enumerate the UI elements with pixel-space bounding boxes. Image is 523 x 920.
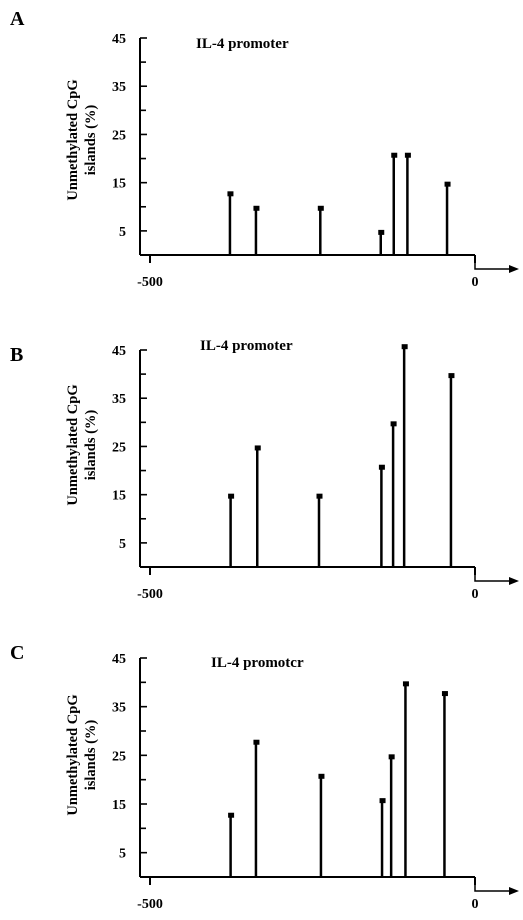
y-tick-label: 25 (112, 749, 126, 764)
y-tick-label: 45 (112, 652, 126, 667)
panel-c: C IL-4 promotcr Unmethylated CpG islands… (0, 620, 523, 920)
bar-cap (253, 205, 260, 211)
y-tick-label: 5 (119, 225, 126, 240)
bar-cap (441, 691, 448, 697)
bar-cap (401, 344, 408, 350)
bar-cap (388, 754, 395, 760)
x-tick-label: -500 (137, 275, 163, 290)
y-tick-label: 45 (112, 32, 126, 47)
y-tick-label: 35 (112, 392, 126, 407)
panel-a: A IL-4 promoter Unmethylated CpG islands… (0, 0, 523, 300)
x-axis-arrow (474, 255, 513, 270)
chart-a: 45 35 25 15 5 -500 0 (112, 32, 519, 290)
arrow-head (509, 887, 519, 895)
bar-cap (227, 191, 234, 197)
bar-cap (316, 493, 323, 499)
bar-cap (379, 798, 386, 804)
promoter-label: IL-4 promoter (196, 36, 289, 52)
bar-cap (391, 152, 398, 158)
bar-cap (402, 681, 409, 687)
promoter-label: IL-4 promoter (200, 338, 293, 354)
bar-cap (444, 181, 451, 187)
y-tick-label: 45 (112, 344, 126, 359)
arrow-head (509, 577, 519, 585)
y-tick-label: 15 (112, 177, 126, 192)
arrow-head (509, 265, 519, 273)
panel-letter: C (10, 642, 25, 664)
y-tick-label: 35 (112, 701, 126, 716)
promoter-label: IL-4 promotcr (211, 655, 304, 671)
bar-cap (390, 421, 397, 427)
bar-cap (253, 739, 260, 745)
bar-cap (448, 373, 455, 379)
y-tick-label: 15 (112, 798, 126, 813)
bar-cap (404, 152, 411, 158)
bar-cap (318, 773, 325, 779)
bar-cap (254, 445, 261, 451)
panel-letter: A (10, 8, 25, 30)
x-axis-arrow (474, 877, 513, 892)
chart-b: 45 35 25 15 5 -500 0 (112, 344, 519, 602)
x-tick-label: -500 (137, 897, 163, 912)
x-tick-label: 0 (472, 275, 479, 290)
x-tick-label: -500 (137, 587, 163, 602)
bar-cap (317, 205, 324, 211)
y-tick-label: 5 (119, 537, 126, 552)
x-axis-arrow (474, 567, 513, 582)
chart-c: 45 35 25 15 5 -500 0 (112, 652, 519, 912)
panel-b: B IL-4 promoter Unmethylated CpG islands… (0, 310, 523, 610)
y-tick-label: 25 (112, 128, 126, 143)
x-tick-label: 0 (472, 587, 479, 602)
x-tick-label: 0 (472, 897, 479, 912)
y-tick-label: 5 (119, 847, 126, 862)
y-tick-label: 25 (112, 440, 126, 455)
y-tick-label: 15 (112, 489, 126, 504)
bar-cap (228, 812, 235, 818)
panel-letter: B (10, 344, 24, 366)
bar-cap (378, 229, 385, 235)
bar-cap (228, 493, 235, 499)
y-tick-label: 35 (112, 80, 126, 95)
bar-cap (378, 464, 385, 470)
